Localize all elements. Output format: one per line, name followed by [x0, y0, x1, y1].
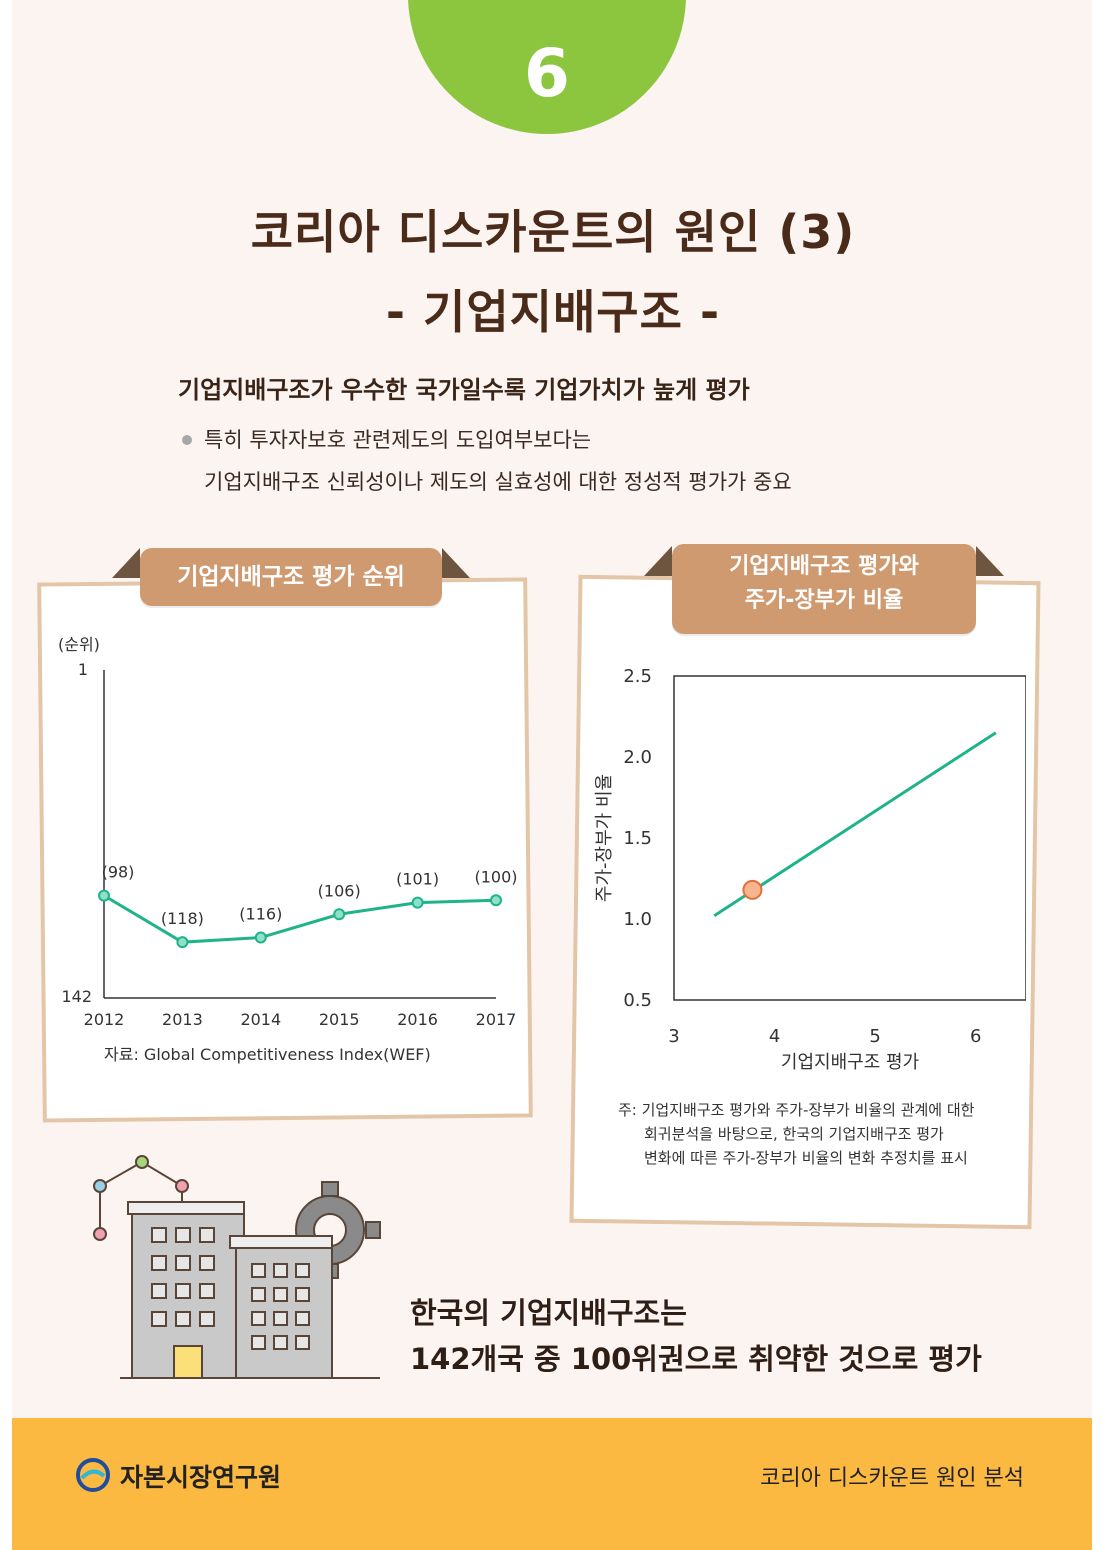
rank-data-point — [254, 931, 267, 944]
tab-fold-left — [112, 548, 140, 578]
building-window — [151, 1227, 167, 1243]
pbr-ytick-label: 1.5 — [623, 828, 652, 849]
short-building — [235, 1237, 333, 1379]
rank-data-point — [98, 889, 110, 902]
building-window — [151, 1255, 167, 1271]
building-window — [295, 1263, 310, 1278]
page-title-line1: 코리아 디스카운트의 원인 (3) — [250, 205, 856, 259]
governance-pbr-tab-line2: 주가-장부가 비율 — [744, 588, 904, 613]
building-window — [251, 1287, 266, 1302]
rank-ytick-bottom: 142 — [61, 987, 92, 1006]
rank-data-label: (98) — [102, 863, 135, 882]
governance-pbr-tab: 기업지배구조 평가와 주가-장부가 비율 — [672, 544, 976, 634]
summary-line2: 142개국 중 100위권으로 취약한 것으로 평가 — [410, 1342, 982, 1376]
rank-data-label: (116) — [239, 905, 282, 924]
section-number: 6 — [524, 35, 570, 112]
rank-xtick-label: 2015 — [319, 1010, 360, 1029]
rank-data-label: (118) — [161, 909, 204, 928]
pbr-note-line2: 회귀분석을 바탕으로, 한국의 기업지배구조 평가 — [644, 1125, 944, 1143]
rank-data-point — [176, 936, 189, 949]
rank-xtick-label: 2014 — [240, 1010, 281, 1029]
building-window — [273, 1335, 288, 1350]
tab-fold-right — [976, 546, 1004, 576]
building-door — [173, 1345, 203, 1379]
pbr-xtick-label: 3 — [668, 1026, 679, 1047]
rank-data-point — [333, 908, 346, 921]
building-window — [251, 1311, 266, 1326]
pbr-y-axis-label: 주가-장부가 비율 — [594, 774, 615, 902]
pbr-ytick-label: 2.0 — [623, 747, 652, 768]
building-window — [199, 1255, 215, 1271]
kcmi-logo-icon — [76, 1458, 110, 1492]
lead-statement: 기업지배구조가 우수한 국가일수록 기업가치가 높게 평가 — [178, 376, 750, 404]
building-window — [199, 1311, 215, 1327]
building-window — [295, 1287, 310, 1302]
page-title-line2: - 기업지배구조 - — [385, 285, 721, 339]
building-window — [151, 1283, 167, 1299]
rank-series-line — [103, 894, 497, 944]
building-window — [273, 1311, 288, 1326]
pbr-xtick-label: 5 — [869, 1026, 880, 1047]
building-window — [175, 1255, 191, 1271]
bullet-dot-icon — [182, 435, 192, 445]
pbr-note-line1: 주: 기업지배구조 평가와 주가-장부가 비율의 관계에 대한 — [618, 1101, 975, 1119]
building-window — [273, 1263, 288, 1278]
organization-name: 자본시장연구원 — [120, 1463, 282, 1492]
pbr-x-axis-label: 기업지배구조 평가 — [781, 1052, 919, 1073]
rank-xtick-label: 2012 — [84, 1010, 125, 1029]
pbr-ytick-label: 0.5 — [623, 990, 652, 1011]
bullet-text-line1: 특히 투자자보호 관련제도의 도입여부보다는 — [204, 428, 592, 452]
building-window — [199, 1283, 215, 1299]
governance-rank-tab: 기업지배구조 평가 순위 — [140, 548, 442, 606]
building-window — [295, 1335, 310, 1350]
network-nodes-icon — [93, 1155, 189, 1241]
rank-data-label: (101) — [396, 870, 439, 889]
rank-data-label: (100) — [474, 867, 517, 886]
rank-data-point — [411, 896, 424, 909]
pbr-xtick-label: 6 — [970, 1026, 981, 1047]
rank-unit-label: (순위) — [58, 635, 100, 654]
rank-source-note: 자료: Global Competitiveness Index(WEF) — [104, 1045, 431, 1064]
footer-series-title: 코리아 디스카운트 원인 분석 — [760, 1466, 1024, 1491]
building-window — [251, 1335, 266, 1350]
korea-estimate-point — [742, 879, 763, 900]
governance-pbr-chart: 0.5 1.0 1.5 2.0 2.5 3 4 5 6 기업지배구조 평가 주가-장부가 비율 — [594, 666, 1026, 1073]
rank-ytick-top: 1 — [78, 660, 88, 679]
building-window — [295, 1311, 310, 1326]
pbr-note-line3: 변화에 따른 주가-장부가 비율의 변화 추정치를 표시 — [644, 1149, 968, 1167]
summary-line1: 한국의 기업지배구조는 — [410, 1296, 687, 1330]
rank-data-point — [490, 894, 502, 907]
rank-xtick-label: 2016 — [397, 1010, 438, 1029]
tab-fold-left — [644, 546, 672, 576]
rank-xtick-label: 2017 — [476, 1010, 517, 1029]
governance-pbr-tab-line1: 기업지배구조 평가와 — [729, 554, 919, 579]
building-window — [175, 1227, 191, 1243]
building-window — [175, 1283, 191, 1299]
rank-xtick-label: 2013 — [162, 1010, 203, 1029]
rank-data-label: (106) — [318, 881, 361, 900]
footer-bar: 자본시장연구원 코리아 디스카운트 원인 분석 — [12, 1418, 1092, 1550]
bullet-text-line2: 기업지배구조 신뢰성이나 제도의 실효성에 대한 정성적 평가가 중요 — [204, 470, 792, 494]
pbr-plot-frame — [673, 675, 1026, 1001]
pbr-xtick-label: 4 — [769, 1026, 780, 1047]
building-window — [251, 1263, 266, 1278]
building-window — [175, 1311, 191, 1327]
pbr-ytick-label: 2.5 — [623, 666, 652, 687]
building-window — [151, 1311, 167, 1327]
building-window — [199, 1227, 215, 1243]
building-window — [273, 1287, 288, 1302]
tab-fold-right — [442, 548, 470, 578]
corporate-buildings-illustration — [93, 1155, 381, 1379]
governance-rank-chart: (순위) 1 142 2012 2013 2014 2015 2016 2017 (98)… — [58, 635, 518, 1064]
pbr-ytick-label: 1.0 — [623, 909, 652, 930]
pbr-note: 주: 기업지배구조 평가와 주가-장부가 비율의 관계에 대한 회귀분석을 바탕… — [618, 1098, 974, 1170]
